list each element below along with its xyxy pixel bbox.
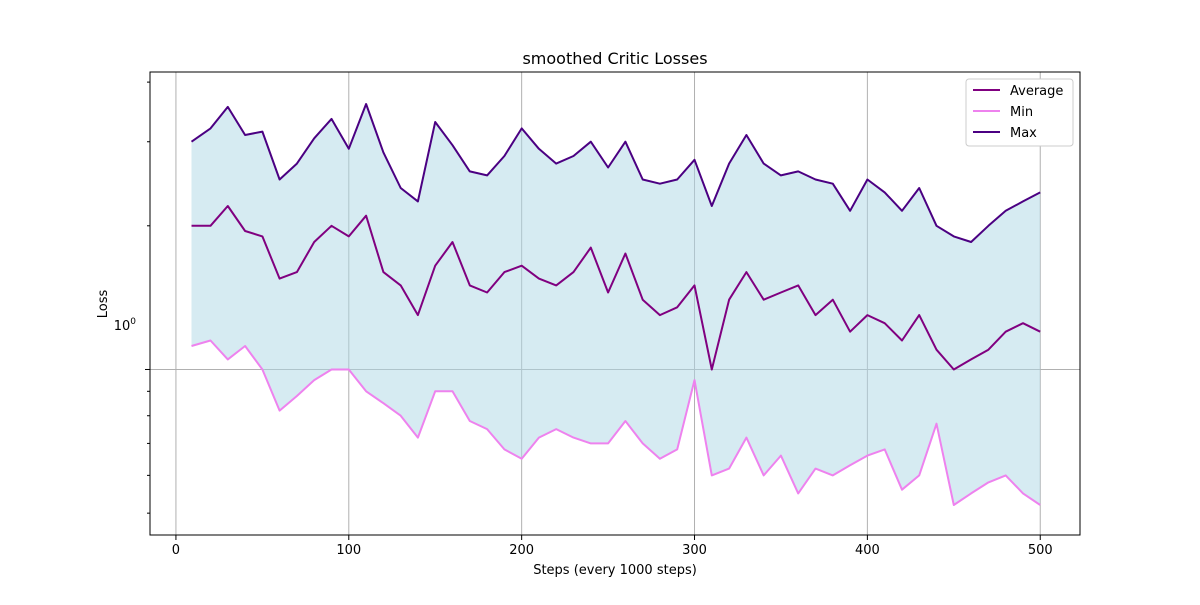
x-axis-label: Steps (every 1000 steps): [533, 563, 697, 578]
chart-title: smoothed Critic Losses: [522, 49, 707, 68]
min-max-fill-area: [191, 104, 1041, 505]
legend-label-average: Average: [1010, 84, 1063, 99]
y-axis-label: Loss: [96, 290, 111, 319]
legend: Average Min Max: [965, 78, 1074, 147]
x-tick-label: 500: [1028, 543, 1053, 558]
tick-layer: 0 100 200 300 400 500: [145, 81, 1053, 558]
x-tick-label: 300: [682, 543, 707, 558]
legend-label-max: Max: [1010, 126, 1037, 141]
legend-box: [965, 78, 1074, 147]
plot-area-frame: [149, 71, 1081, 536]
x-tick-label: 400: [855, 543, 880, 558]
series-line-min: [191, 339, 1041, 506]
y-tick-base: 10: [114, 319, 131, 334]
series-line-max: [190, 103, 1041, 243]
y-tick-exponent: 0: [130, 317, 136, 327]
legend-label-min: Min: [1010, 105, 1033, 120]
x-tick-label: 100: [336, 543, 361, 558]
y-tick-label-1: 100: [114, 317, 137, 334]
x-tick-label: 200: [509, 543, 534, 558]
series-layer: [190, 103, 1041, 506]
x-tick-label: 0: [172, 543, 180, 558]
series-line-average: [191, 205, 1041, 371]
